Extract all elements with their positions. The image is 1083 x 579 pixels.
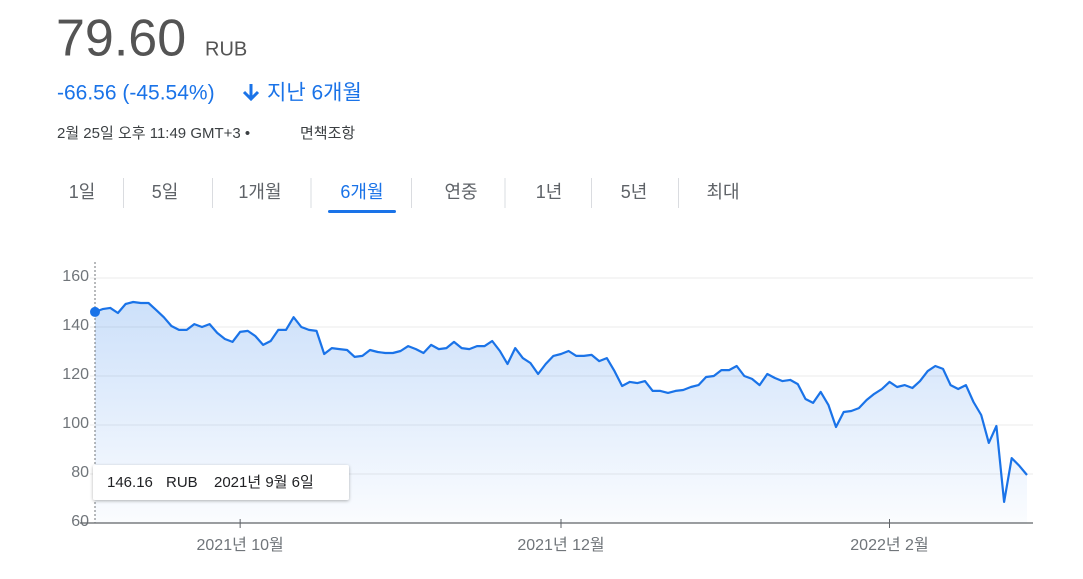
disclaimer-link[interactable]: 면책조항 (300, 125, 355, 142)
tab[interactable]: 1개월 (238, 182, 281, 202)
y-tick-label: 80 (71, 464, 89, 481)
tooltip-date: 2021년 9월 6일 (214, 474, 314, 491)
x-tick-label: 2022년 2월 (850, 536, 928, 554)
tab[interactable]: 연중 (444, 182, 477, 202)
plot: 60 80 100 120 140 160 2021년 10월 2021년 12월 2022년 … (62, 262, 1033, 554)
tooltip-value: 146.16 (107, 474, 153, 491)
tab[interactable]: 최대 (706, 182, 739, 202)
y-tick-label: 120 (62, 366, 89, 383)
period: 지난 6개월 (267, 82, 362, 105)
tab-underline (328, 210, 396, 213)
hover-dot (90, 306, 100, 317)
y-tick-label: 60 (71, 513, 89, 530)
tooltip-unit: RUB (166, 474, 198, 491)
y-tick-label: 100 (62, 415, 89, 432)
change: -66.56 (-45.54%) (57, 82, 215, 105)
range-tabs: 1일 5일 1개월 6개월 연중 1년 5년 최대 (69, 178, 740, 213)
price-line (94, 300, 1028, 503)
price: 79.60 (56, 10, 186, 68)
y-tick-label: 160 (62, 268, 89, 285)
currency: RUB (205, 38, 247, 60)
tab[interactable]: 5일 (152, 182, 179, 202)
tab[interactable]: 1일 (69, 182, 96, 202)
tab[interactable]: 5년 (621, 182, 648, 202)
tab[interactable]: 1년 (536, 182, 563, 202)
down-arrow (242, 84, 260, 102)
y-tick-label: 140 (62, 317, 89, 334)
timestamp: 2월 25일 오후 11:49 GMT+3 • (57, 125, 250, 142)
tooltip-box (93, 465, 349, 500)
x-tick-label: 2021년 12월 (517, 536, 604, 554)
tab[interactable]: 6개월 (340, 182, 383, 202)
x-tick-label: 2021년 10월 (197, 536, 284, 554)
